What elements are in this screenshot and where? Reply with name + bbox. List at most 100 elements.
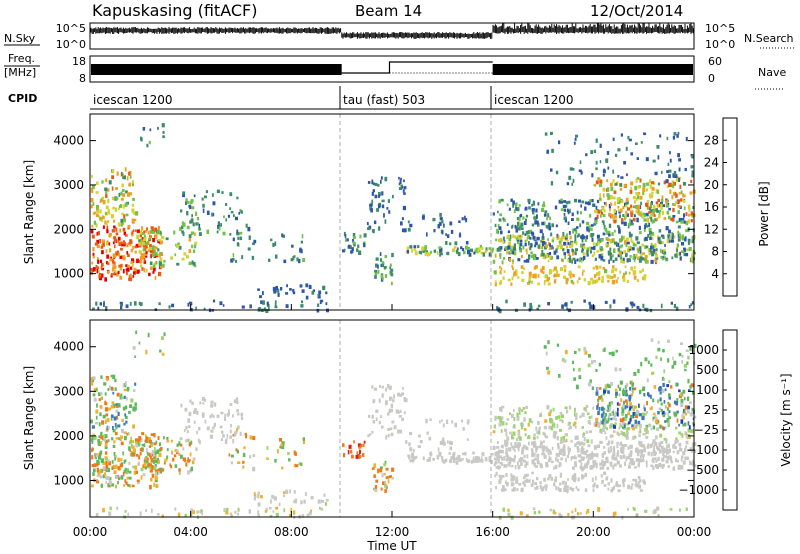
heatmap-cell [449,459,452,463]
heatmap-cell [674,254,677,257]
heatmap-cell [325,502,327,506]
heatmap-cell [139,233,142,238]
heatmap-cell [602,423,605,428]
heatmap-cell [499,270,502,275]
heatmap-cell [582,269,585,273]
heatmap-cell [121,189,125,193]
heatmap-cell [519,249,522,253]
heatmap-cell [617,384,620,389]
heatmap-cell [180,209,183,213]
heatmap-cell [105,191,108,195]
heatmap-cell [661,170,663,174]
heatmap-cell [598,254,602,259]
heatmap-cell [102,509,105,513]
heatmap-cell [385,476,389,479]
heatmap-cell [253,492,256,496]
heatmap-cell [566,182,570,186]
heatmap-cell [105,261,109,265]
heatmap-cell [662,427,665,431]
heatmap-cell [525,230,529,235]
heatmap-cell [620,259,623,264]
heatmap-cell [561,304,564,309]
heatmap-cell [585,153,588,157]
heatmap-cell [498,423,502,427]
heatmap-cell [684,405,688,410]
heatmap-cell [528,435,531,439]
freq-left-tick-top: 18 [72,55,86,68]
heatmap-cell [380,176,383,180]
heatmap-cell [567,448,570,451]
heatmap-cell [375,479,379,483]
heatmap-cell [599,246,602,250]
heatmap-cell [643,454,645,457]
heatmap-cell [547,451,550,456]
heatmap-cell [475,456,479,460]
heatmap-cell [687,421,690,426]
heatmap-cell [548,455,551,460]
heatmap-cell [173,230,176,235]
heatmap-cell [146,240,149,245]
heatmap-cell [620,244,623,248]
heatmap-cell [550,131,553,135]
heatmap-cell [652,219,656,224]
heatmap-cell [496,456,499,461]
heatmap-cell [351,247,354,252]
heatmap-cell [591,360,594,365]
heatmap-cell [236,229,239,233]
heatmap-cell [662,210,664,215]
heatmap-cell [122,227,126,232]
heatmap-cell [684,368,687,372]
heatmap-cell [164,458,168,462]
heatmap-cell [325,302,328,306]
heatmap-cell [139,250,142,255]
heatmap-cell [401,228,405,233]
heatmap-cell [190,466,194,471]
heatmap-cell [690,257,693,262]
heatmap-cell [606,409,610,412]
heatmap-cell [132,346,136,350]
heatmap-cell [170,464,173,469]
heatmap-cell [398,176,400,180]
heatmap-cell [563,200,567,203]
heatmap-cell [512,204,515,208]
heatmap-cell [493,463,496,467]
heatmap-cell [662,382,665,387]
heatmap-cell [599,428,603,433]
heatmap-cell [158,452,162,458]
heatmap-cell [203,307,206,311]
heatmap-cell [374,485,378,490]
heatmap-cell [496,445,500,449]
heatmap-cell [406,246,410,250]
heatmap-cell [123,388,127,392]
heatmap-cell [639,479,642,483]
heatmap-cell [381,385,384,389]
heatmap-cell [125,304,129,309]
heatmap-cell [128,470,132,474]
heatmap-cell [156,449,160,454]
heatmap-cell [682,460,686,465]
heatmap-cell [636,241,640,245]
heatmap-cell [595,160,598,165]
heatmap-cell [558,450,562,454]
heatmap-cell [544,246,547,250]
heatmap-cell [131,218,135,223]
heatmap-cell [140,467,144,472]
heatmap-cell [398,182,401,186]
heatmap-cell [527,230,530,235]
heatmap-cell [615,394,617,398]
heatmap-cell [153,433,156,438]
heatmap-cell [229,435,232,439]
heatmap-cell [392,399,395,403]
heatmap-cell [494,253,497,258]
heatmap-cell [107,483,111,487]
heatmap-cell [247,226,251,232]
heatmap-cell [133,271,136,275]
heatmap-cell [688,207,691,212]
heatmap-cell [582,448,585,453]
heatmap-cell [97,269,100,273]
heatmap-cell [672,215,676,218]
heatmap-cell [148,247,152,251]
heatmap-cell [543,282,546,286]
heatmap-cell [503,257,506,260]
heatmap-cell [657,155,660,160]
